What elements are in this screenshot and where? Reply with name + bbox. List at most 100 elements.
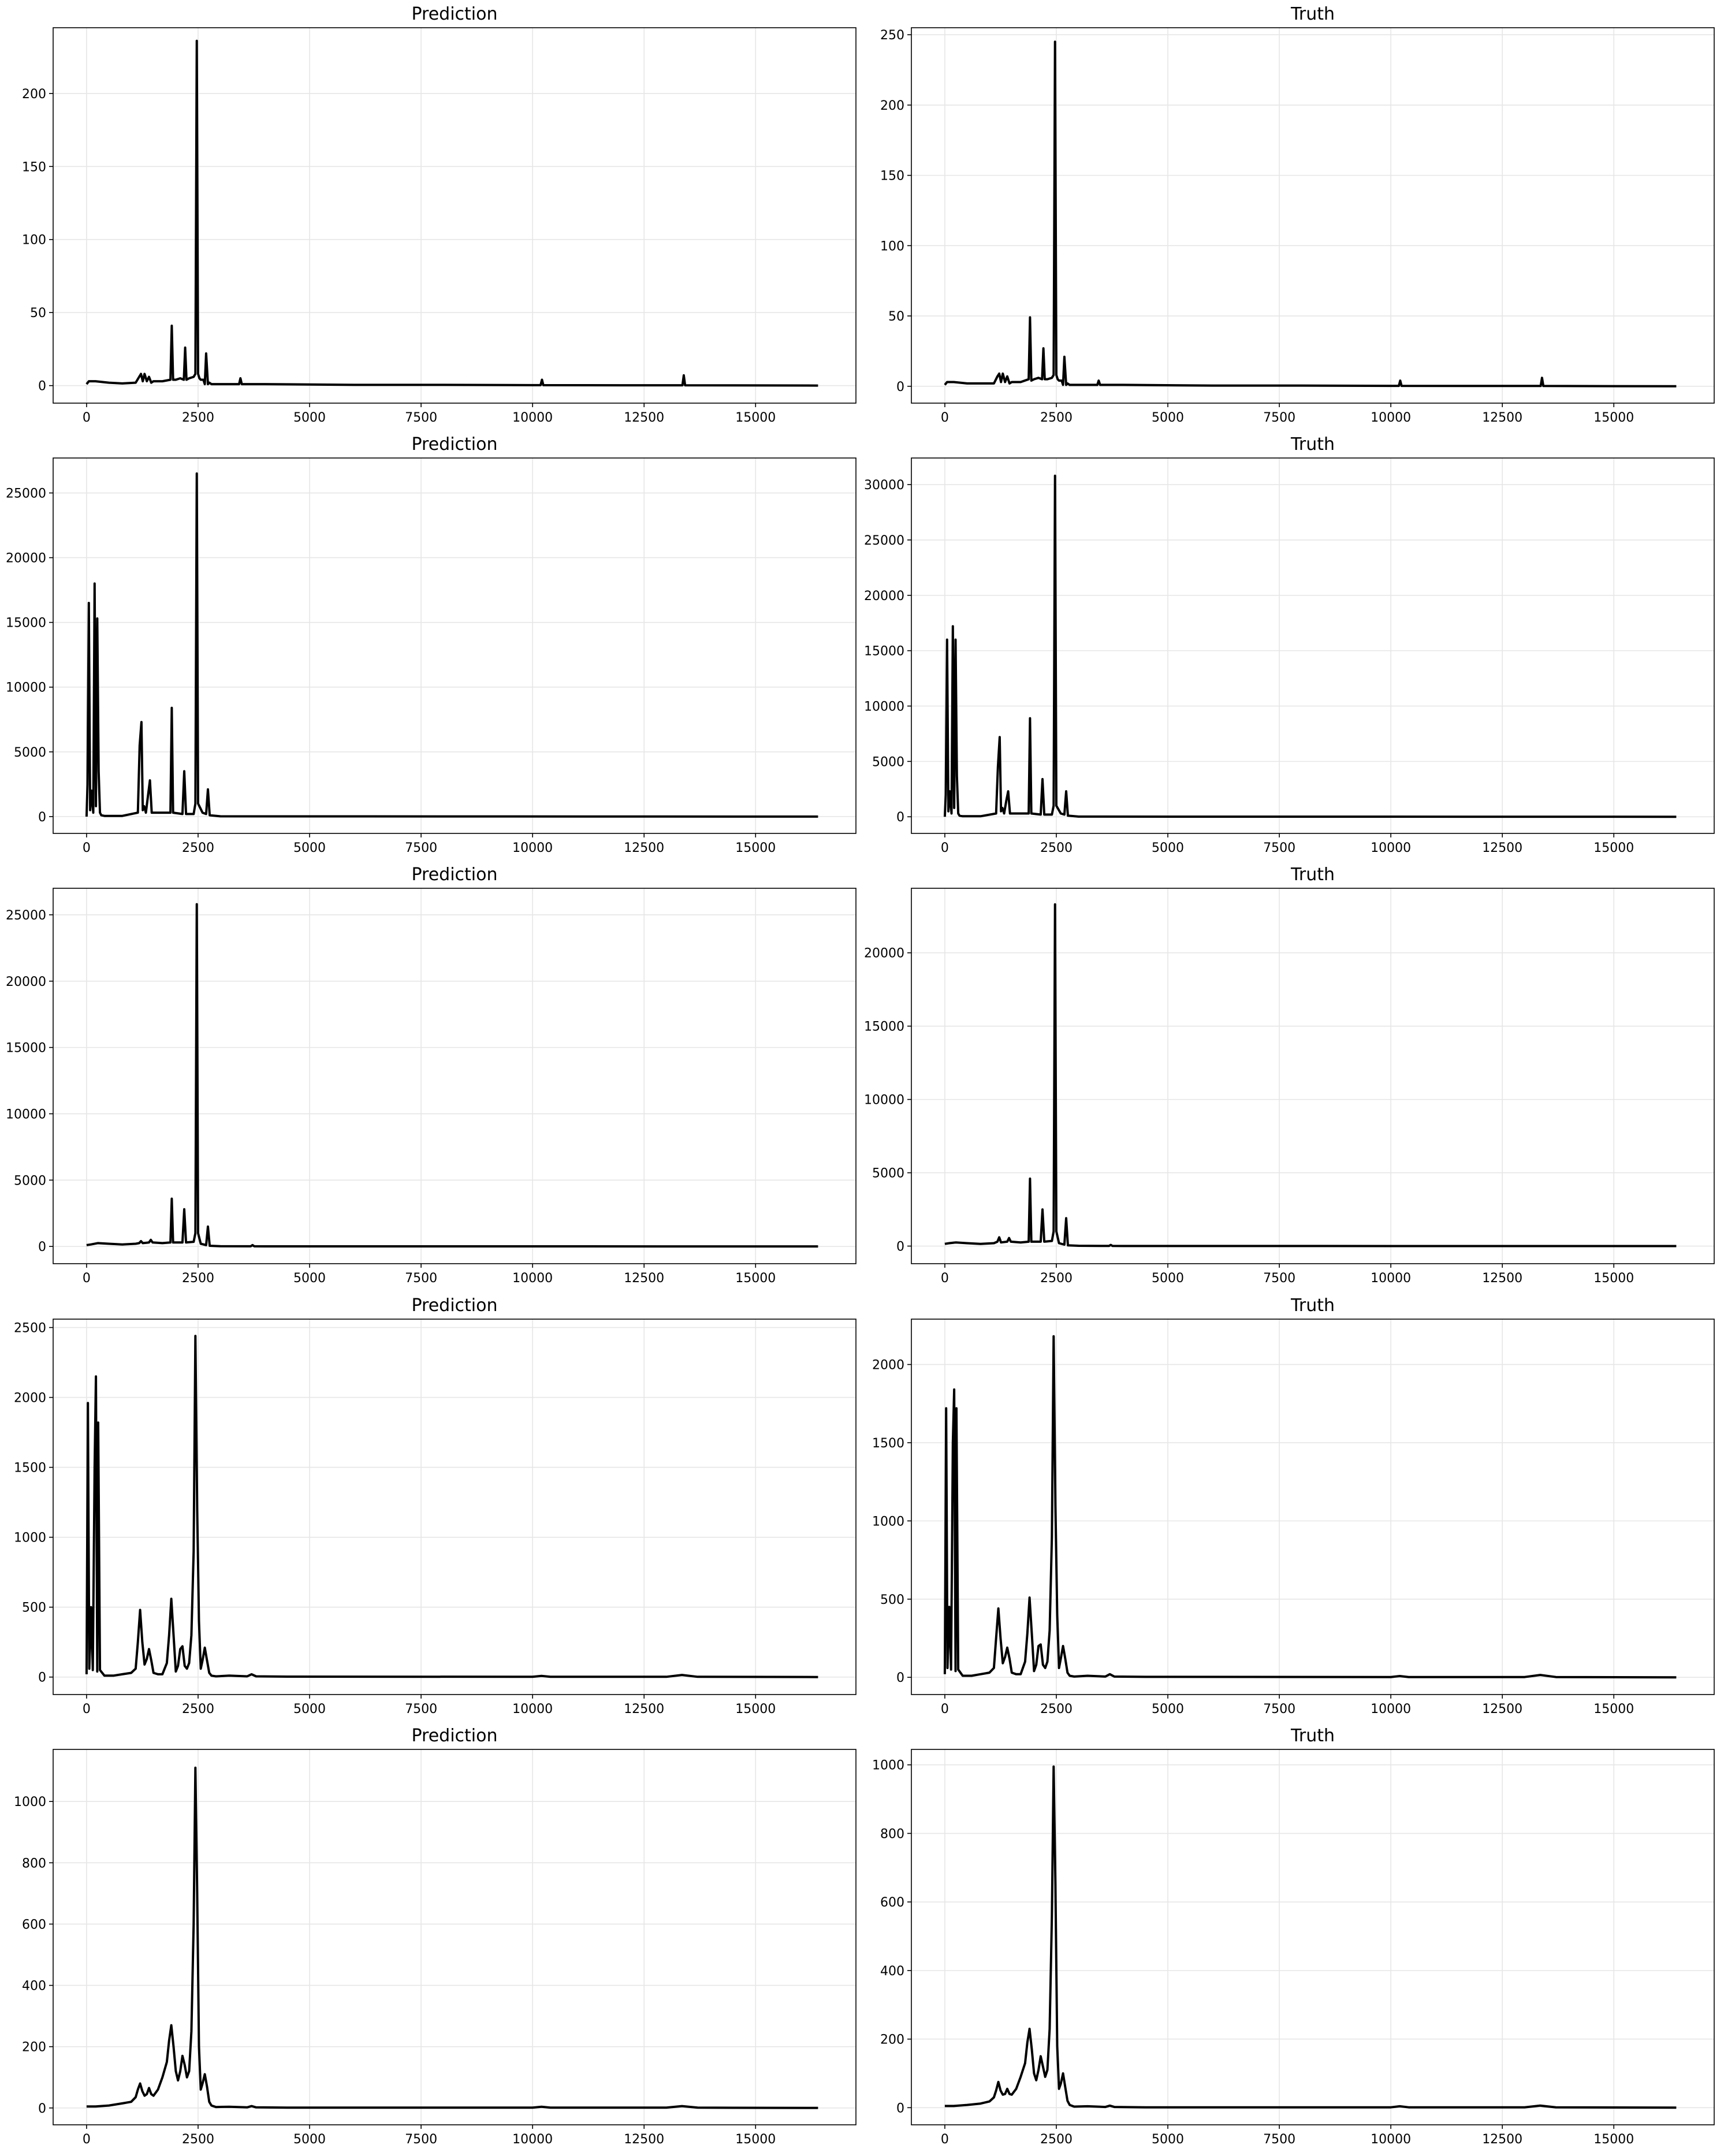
x-tick-label: 10000	[1371, 411, 1411, 425]
x-tick-label: 0	[83, 2132, 91, 2147]
y-tick-label: 30000	[864, 478, 904, 493]
x-tick-label: 2500	[182, 2132, 214, 2147]
series-line	[86, 903, 818, 1248]
series-line	[944, 40, 1677, 388]
x-tick-label: 12500	[624, 841, 664, 855]
subplot-r3-truth: Truth 0 2500 5000 7500 10000 12500 15000 0 500 100…	[872, 1295, 1715, 1716]
y-tick-label: 15000	[864, 645, 904, 659]
y-tick-label: 2000	[14, 1391, 46, 1406]
axes-frame	[53, 457, 857, 834]
subplot-r1-pred: Prediction 0 2500 5000 7500 10000 12500 15000 0 5…	[6, 434, 857, 855]
x-tick-label: 15000	[735, 2132, 776, 2147]
y-tick-label: 25000	[6, 908, 46, 923]
y-tick-label: 150	[22, 160, 46, 174]
y-tick-label: 500	[880, 1593, 904, 1607]
axes-frame	[53, 888, 857, 1264]
subplot-title: Truth	[1290, 434, 1335, 455]
x-tick-label: 2500	[182, 1702, 214, 1716]
x-tick-label: 12500	[624, 1702, 664, 1716]
x-tick-label: 12500	[1482, 2132, 1522, 2147]
y-tick-label: 0	[38, 379, 46, 394]
y-tick-label: 0	[896, 810, 904, 825]
subplot-r0-truth: Truth 0 2500 5000 7500 10000 12500 15000 0 50 100 1…	[880, 4, 1715, 425]
x-tick-label: 15000	[1593, 2132, 1634, 2147]
x-tick-label: 7500	[1263, 411, 1295, 425]
series-line	[86, 1766, 818, 2109]
subplot-title: Prediction	[411, 434, 497, 455]
subplot-title: Prediction	[411, 4, 497, 24]
y-tick-label: 20000	[864, 947, 904, 961]
subplot-r2-pred: Prediction 0 2500 5000 7500 10000 12500 15000 0 5…	[6, 865, 857, 1286]
x-tick-label: 5000	[1152, 1702, 1184, 1716]
y-tick-label: 25000	[6, 487, 46, 501]
y-tick-label: 20000	[6, 975, 46, 989]
y-tick-label: 100	[22, 233, 46, 248]
y-tick-label: 20000	[864, 589, 904, 604]
x-tick-label: 2500	[182, 411, 214, 425]
subplot-r2-truth: Truth 0 2500 5000 7500 10000 12500 15000 0 5000 10…	[864, 865, 1715, 1286]
axes-frame	[911, 27, 1715, 404]
y-tick-label: 1500	[872, 1436, 904, 1451]
y-tick-label: 20000	[6, 552, 46, 566]
x-tick-label: 5000	[1152, 841, 1184, 855]
x-tick-label: 5000	[1152, 411, 1184, 425]
axes-frame	[911, 1749, 1715, 2125]
x-tick-label: 15000	[735, 411, 776, 425]
y-tick-label: 10000	[864, 1093, 904, 1108]
subplot-title: Prediction	[411, 865, 497, 885]
y-tick-label: 150	[880, 169, 904, 184]
x-tick-label: 15000	[735, 1271, 776, 1286]
x-tick-label: 12500	[1482, 1271, 1522, 1286]
y-tick-label: 800	[22, 1856, 46, 1871]
series-line	[85, 39, 818, 387]
subplot-r4-truth: Truth 0 2500 5000 7500 10000 12500 15000 0 200 400…	[872, 1726, 1715, 2147]
x-tick-label: 7500	[405, 411, 437, 425]
x-tick-label: 5000	[293, 1702, 326, 1716]
axes-frame	[53, 27, 857, 404]
y-tick-label: 25000	[864, 534, 904, 548]
y-tick-label: 0	[38, 2102, 46, 2116]
subplot-r4-pred: Prediction 0 2500 5000 7500 10000 12500 15000 0 2…	[14, 1726, 857, 2147]
x-tick-label: 10000	[512, 841, 553, 855]
y-tick-label: 10000	[6, 1107, 46, 1122]
x-tick-label: 10000	[1371, 841, 1411, 855]
y-tick-label: 5000	[14, 1174, 46, 1188]
x-tick-label: 12500	[624, 411, 664, 425]
subplot-title: Truth	[1290, 4, 1335, 24]
x-tick-label: 0	[941, 1702, 949, 1716]
x-tick-label: 15000	[1593, 411, 1634, 425]
y-tick-label: 1500	[14, 1461, 46, 1476]
x-tick-label: 10000	[512, 2132, 553, 2147]
x-tick-label: 5000	[293, 841, 326, 855]
x-tick-label: 7500	[405, 841, 437, 855]
y-tick-label: 0	[896, 1240, 904, 1254]
y-tick-label: 0	[896, 2101, 904, 2116]
x-tick-label: 2500	[182, 841, 214, 855]
y-tick-label: 2000	[872, 1358, 904, 1373]
y-tick-label: 50	[888, 310, 904, 324]
subplot-r1-truth: Truth 0 2500 5000 7500 10000 12500 15000 0 5000 10…	[864, 434, 1715, 855]
series-line	[943, 1335, 1677, 1679]
axes-frame	[53, 1749, 857, 2125]
y-tick-label: 800	[880, 1827, 904, 1841]
y-tick-label: 0	[38, 810, 46, 825]
x-tick-label: 0	[941, 2132, 949, 2147]
series-line	[85, 472, 818, 818]
x-tick-label: 0	[941, 841, 949, 855]
x-tick-label: 7500	[1263, 2132, 1295, 2147]
y-tick-label: 0	[896, 380, 904, 394]
x-tick-label: 12500	[1482, 841, 1522, 855]
y-tick-label: 400	[22, 1979, 46, 1994]
x-tick-label: 2500	[1040, 411, 1073, 425]
subplot-title: Truth	[1290, 1726, 1335, 1746]
x-tick-label: 12500	[1482, 411, 1522, 425]
series-line	[944, 1765, 1677, 2109]
x-tick-label: 7500	[405, 2132, 437, 2147]
x-tick-label: 2500	[1040, 841, 1073, 855]
x-tick-label: 0	[83, 1702, 91, 1716]
x-tick-label: 10000	[1371, 1702, 1411, 1716]
y-tick-label: 500	[22, 1601, 46, 1615]
axes-frame	[53, 1319, 857, 1695]
axes-frame	[911, 1319, 1715, 1695]
